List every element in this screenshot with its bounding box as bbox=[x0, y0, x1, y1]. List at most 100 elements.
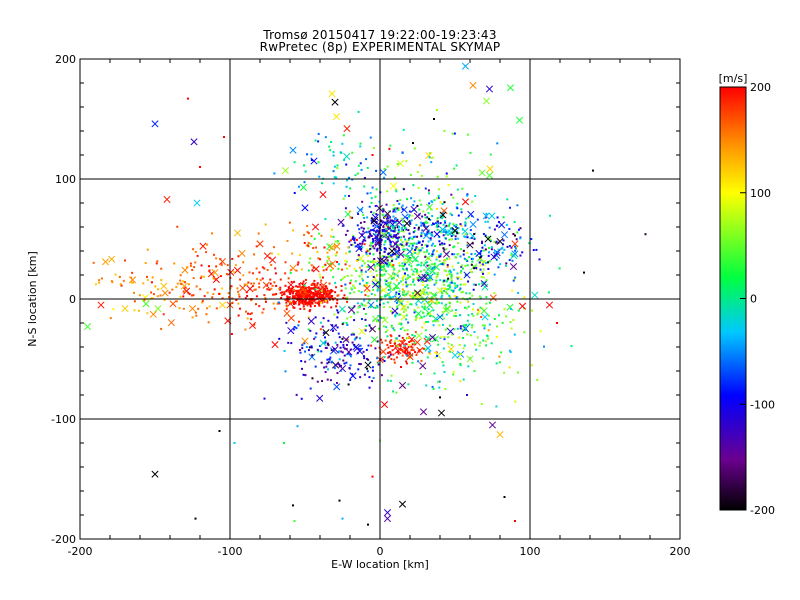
data-point-dot bbox=[501, 251, 504, 254]
data-point-dot bbox=[395, 279, 398, 282]
data-point-dot bbox=[184, 286, 187, 289]
data-point-dot bbox=[258, 282, 261, 285]
data-point-dot bbox=[369, 192, 372, 195]
data-point-dot bbox=[349, 279, 352, 282]
data-point-dot bbox=[317, 290, 320, 293]
data-point-dot bbox=[484, 220, 487, 223]
data-point-dot bbox=[405, 278, 408, 281]
data-point-dot bbox=[410, 349, 413, 352]
data-point-dot bbox=[512, 319, 515, 322]
data-point-dot bbox=[298, 294, 301, 297]
data-point-dot bbox=[483, 244, 486, 247]
data-point-dot bbox=[467, 314, 470, 317]
data-point-dot bbox=[437, 188, 440, 191]
data-point-dot bbox=[250, 299, 253, 302]
data-point-dot bbox=[313, 299, 316, 302]
data-point-dot bbox=[346, 267, 349, 270]
data-point-cross bbox=[463, 271, 471, 279]
data-point-dot bbox=[182, 290, 185, 293]
data-point-cross bbox=[451, 351, 459, 359]
data-point-dot bbox=[466, 194, 469, 197]
data-point-dot bbox=[467, 280, 470, 283]
data-point-dot bbox=[351, 341, 354, 344]
y-tick-label: 200 bbox=[55, 53, 76, 66]
data-point-dot bbox=[414, 343, 417, 346]
data-point-dot bbox=[250, 312, 253, 315]
data-point-dot bbox=[474, 265, 477, 268]
data-point-dot bbox=[253, 253, 256, 256]
data-point-dot bbox=[408, 337, 411, 340]
data-point-dot bbox=[396, 239, 399, 242]
data-point-dot bbox=[226, 264, 229, 267]
data-point-cross bbox=[475, 249, 483, 257]
data-point-dot bbox=[381, 210, 384, 213]
data-point-dot bbox=[368, 324, 371, 327]
data-point-dot bbox=[373, 267, 376, 270]
data-point-dot bbox=[309, 292, 312, 295]
data-point-dot bbox=[366, 370, 369, 373]
data-point-dot bbox=[348, 176, 351, 179]
data-point-dot bbox=[456, 327, 459, 330]
data-point-dot bbox=[266, 288, 269, 291]
data-point-dot bbox=[441, 314, 444, 317]
data-point-dot bbox=[404, 238, 407, 241]
data-point-dot bbox=[336, 362, 339, 365]
data-point-dot bbox=[433, 283, 436, 286]
data-point-dot bbox=[300, 268, 303, 271]
data-point-dot bbox=[314, 301, 317, 304]
data-point-dot bbox=[412, 279, 415, 282]
data-point-dot bbox=[275, 284, 278, 287]
data-point-dot bbox=[322, 294, 325, 297]
data-point-dot bbox=[345, 347, 348, 350]
data-point-dot bbox=[171, 288, 174, 291]
data-point-dot bbox=[283, 291, 286, 294]
data-point-dot bbox=[371, 229, 374, 232]
data-point-dot bbox=[437, 197, 440, 200]
data-point-dot bbox=[442, 234, 445, 237]
data-point-dot bbox=[459, 358, 462, 361]
data-point-dot bbox=[549, 214, 552, 217]
data-point-dot bbox=[407, 321, 410, 324]
data-point-dot bbox=[397, 209, 400, 212]
data-point-dot bbox=[361, 233, 364, 236]
data-point-cross bbox=[545, 301, 554, 309]
data-point-dot bbox=[314, 316, 317, 319]
data-point-dot bbox=[414, 331, 417, 334]
data-point-dot bbox=[352, 333, 355, 336]
data-point-dot bbox=[421, 305, 424, 308]
data-point-dot bbox=[443, 261, 446, 264]
data-point-dot bbox=[432, 249, 435, 252]
data-point-dot bbox=[402, 248, 405, 251]
data-point-dot bbox=[372, 261, 375, 264]
data-point-dot bbox=[452, 289, 455, 292]
data-point-dot bbox=[292, 229, 295, 232]
data-point-dot bbox=[402, 264, 405, 267]
data-point-dot bbox=[424, 221, 427, 224]
data-point-dot bbox=[399, 348, 402, 351]
data-point-dot bbox=[445, 231, 448, 234]
data-point-dot bbox=[235, 298, 238, 301]
data-point-dot bbox=[382, 225, 385, 228]
data-point-dot bbox=[423, 348, 426, 351]
data-point-dot bbox=[297, 291, 300, 294]
data-point-dot bbox=[356, 351, 359, 354]
data-point-dot bbox=[416, 272, 419, 275]
data-point-dot bbox=[411, 273, 414, 276]
data-point-dot bbox=[401, 278, 404, 281]
data-point-dot bbox=[291, 292, 294, 295]
data-point-dot bbox=[393, 329, 396, 332]
data-point-dot bbox=[261, 266, 264, 269]
data-point-dot bbox=[199, 277, 202, 280]
data-point-dot bbox=[317, 301, 320, 304]
data-point-dot bbox=[439, 231, 442, 234]
data-point-cross bbox=[233, 229, 242, 237]
data-point-dot bbox=[445, 274, 448, 277]
data-point-dot bbox=[256, 277, 259, 280]
data-point-cross bbox=[331, 98, 339, 106]
data-point-dot bbox=[186, 266, 189, 269]
data-point-dot bbox=[312, 291, 315, 294]
data-point-dot bbox=[215, 307, 218, 310]
data-point-dot bbox=[447, 284, 450, 287]
data-point-dot bbox=[424, 216, 427, 219]
data-point-dot bbox=[420, 359, 423, 362]
